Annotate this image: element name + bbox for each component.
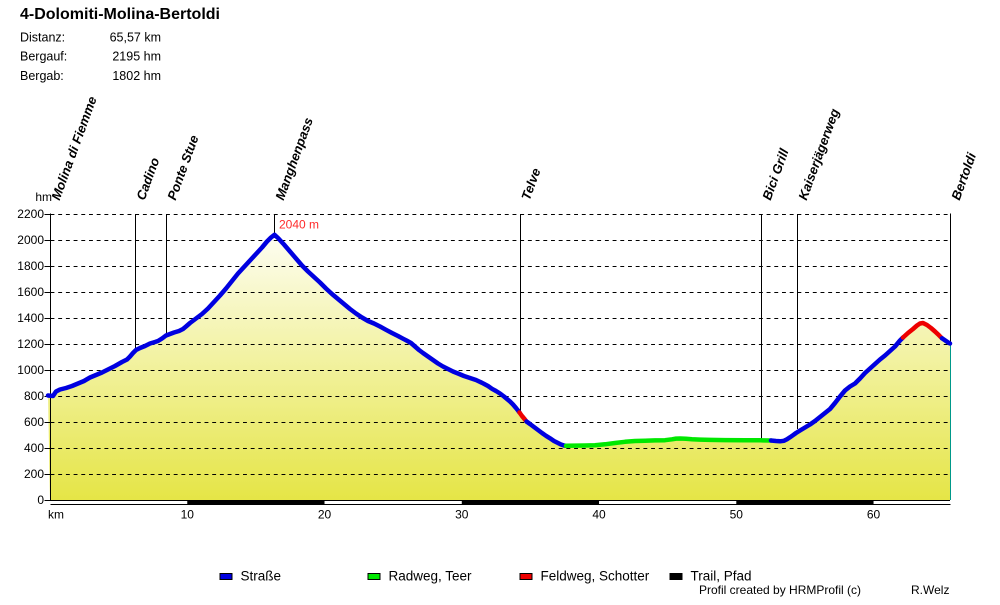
- svg-text:1400: 1400: [17, 311, 44, 325]
- svg-text:1600: 1600: [17, 285, 44, 299]
- svg-text:Distanz:: Distanz:: [20, 31, 65, 45]
- svg-text:65,57 km: 65,57 km: [110, 31, 161, 45]
- svg-text:R.Welz: R.Welz: [911, 583, 949, 597]
- svg-text:2195 hm: 2195 hm: [112, 50, 161, 64]
- svg-text:200: 200: [24, 467, 44, 481]
- svg-text:2000: 2000: [17, 233, 44, 247]
- svg-text:1000: 1000: [17, 363, 44, 377]
- svg-text:800: 800: [24, 389, 44, 403]
- svg-text:Bergab:: Bergab:: [20, 69, 64, 83]
- svg-text:Kaiserjägerweg: Kaiserjägerweg: [795, 107, 842, 202]
- svg-text:400: 400: [24, 441, 44, 455]
- svg-text:Bici Grill: Bici Grill: [759, 146, 792, 202]
- svg-text:20: 20: [318, 508, 332, 522]
- svg-text:hm: hm: [35, 190, 52, 204]
- svg-text:1800: 1800: [17, 259, 44, 273]
- svg-text:10: 10: [181, 508, 195, 522]
- svg-text:Profil created by HRMProfil (c: Profil created by HRMProfil (c): [699, 583, 861, 597]
- svg-text:1200: 1200: [17, 337, 44, 351]
- svg-text:2040 m: 2040 m: [279, 218, 319, 232]
- svg-text:Manghenpass: Manghenpass: [272, 115, 316, 202]
- svg-text:2200: 2200: [17, 207, 44, 221]
- svg-text:4-Dolomiti-Molina-Bertoldi: 4-Dolomiti-Molina-Bertoldi: [20, 6, 220, 23]
- svg-text:Ponte Stue: Ponte Stue: [164, 133, 201, 202]
- svg-text:1802 hm: 1802 hm: [112, 69, 161, 83]
- svg-text:40: 40: [592, 508, 606, 522]
- svg-text:600: 600: [24, 415, 44, 429]
- svg-text:50: 50: [730, 508, 744, 522]
- svg-text:60: 60: [867, 508, 881, 522]
- svg-text:Straße: Straße: [241, 569, 282, 584]
- svg-text:Trail, Pfad: Trail, Pfad: [691, 569, 752, 584]
- svg-text:Radweg, Teer: Radweg, Teer: [389, 569, 473, 584]
- svg-text:km: km: [48, 508, 64, 522]
- svg-text:30: 30: [455, 508, 469, 522]
- svg-text:Bertoldi: Bertoldi: [948, 150, 979, 202]
- svg-text:0: 0: [37, 493, 44, 507]
- svg-text:Cadino: Cadino: [133, 155, 162, 202]
- svg-text:Molina di Fiemme: Molina di Fiemme: [48, 94, 99, 202]
- svg-text:Feldweg, Schotter: Feldweg, Schotter: [541, 569, 650, 584]
- svg-text:Bergauf:: Bergauf:: [20, 50, 67, 64]
- svg-text:Telve: Telve: [518, 166, 543, 202]
